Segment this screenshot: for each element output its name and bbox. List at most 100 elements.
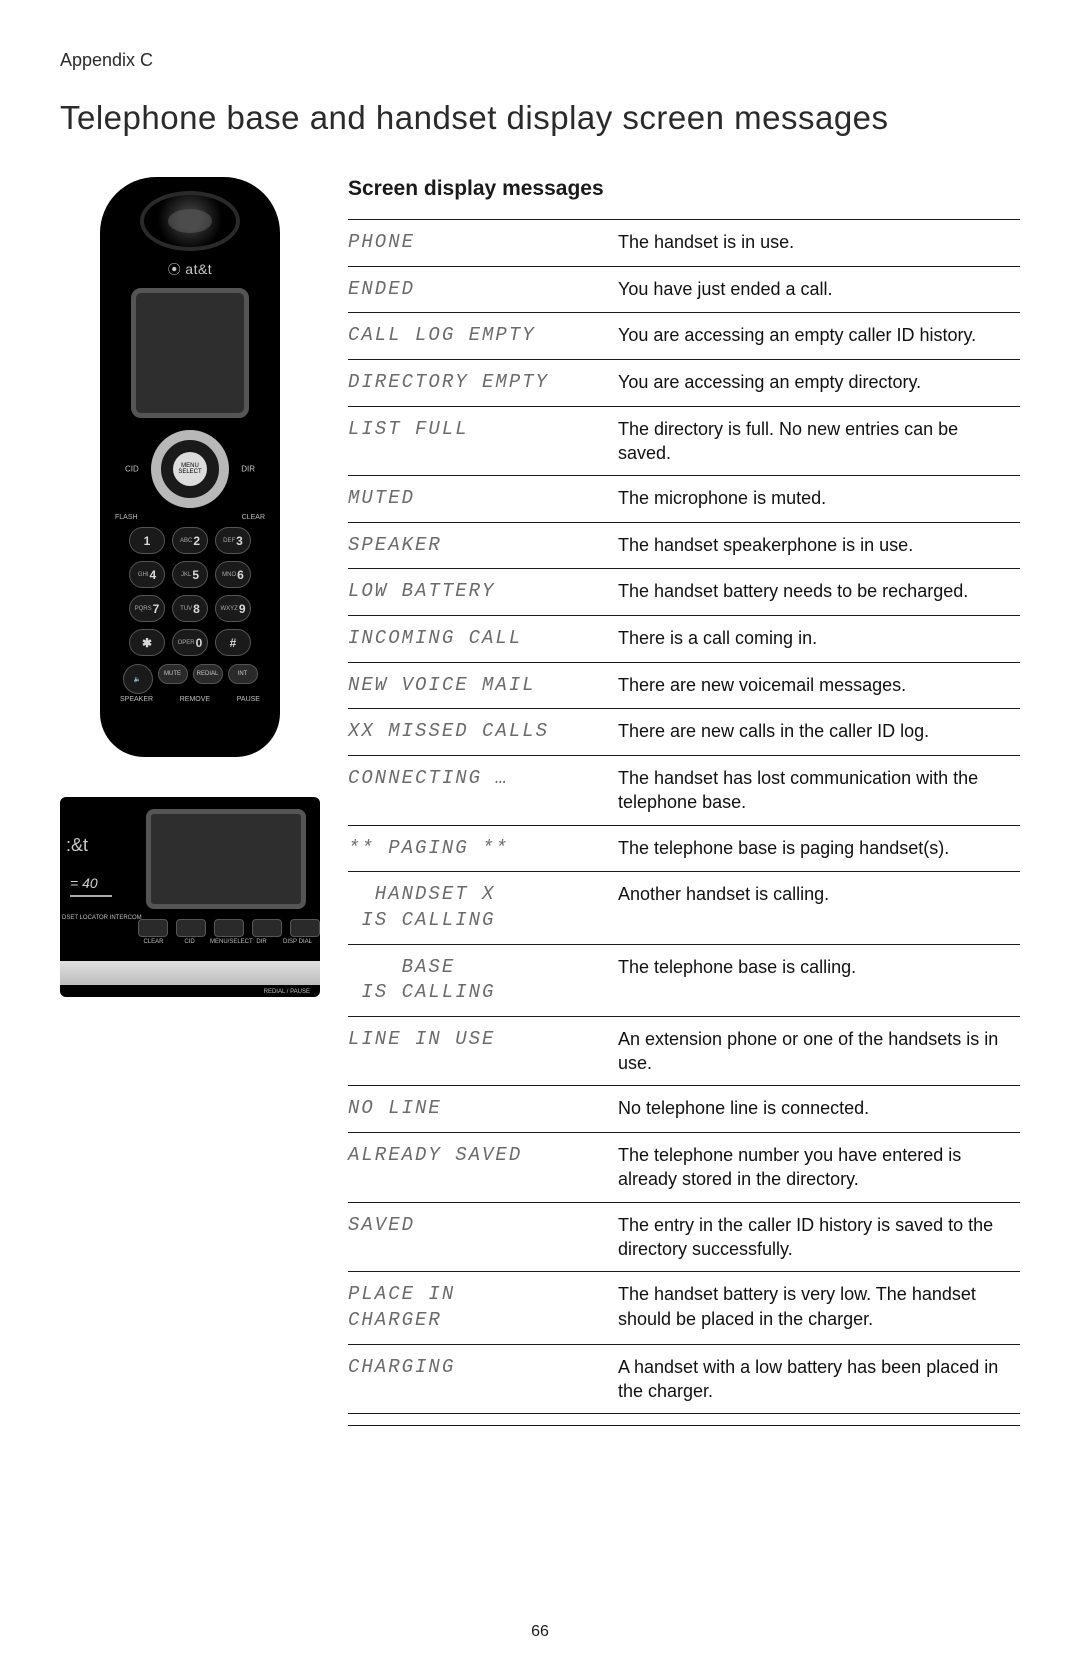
message-code: ENDED — [348, 266, 618, 313]
message-code: ALREADY SAVED — [348, 1133, 618, 1203]
label-flash: FLASH — [115, 514, 138, 521]
message-description: The entry in the caller ID history is sa… — [618, 1202, 1020, 1272]
message-code: BASE IS CALLING — [348, 944, 618, 1016]
earpiece-icon — [140, 191, 240, 251]
key-2: ABC2 — [172, 527, 208, 554]
message-code: CALL LOG EMPTY — [348, 313, 618, 360]
message-description: The handset has lost communication with … — [618, 756, 1020, 826]
table-row: DIRECTORY EMPTYYou are accessing an empt… — [348, 359, 1020, 406]
key-6: MNO6 — [215, 561, 251, 588]
table-row: HANDSET X IS CALLINGAnother handset is c… — [348, 872, 1020, 944]
key-9: WXYZ9 — [215, 595, 251, 622]
base-illustration: :&t = 40 DSET LOCATOR INTERCOM CLEARCIDM… — [60, 797, 320, 997]
key-✱: ✱ — [129, 629, 165, 656]
redial-button: REDIAL — [193, 664, 223, 684]
table-row: NO LINENo telephone line is connected. — [348, 1086, 1020, 1133]
key-0: OPER0 — [172, 629, 208, 656]
mute-button: MUTE — [158, 664, 188, 684]
content-row: at&t CID MENU SELECT DIR FLASH CLEAR 1AB… — [60, 177, 1020, 1426]
message-code: LINE IN USE — [348, 1016, 618, 1086]
message-description: No telephone line is connected. — [618, 1086, 1020, 1133]
base-label: DIR — [246, 939, 277, 945]
table-row: ENDEDYou have just ended a call. — [348, 266, 1020, 313]
key-4: GHI4 — [129, 561, 165, 588]
key-1: 1 — [129, 527, 165, 554]
table-row: NEW VOICE MAILThere are new voicemail me… — [348, 662, 1020, 709]
table-row: LOW BATTERYThe handset battery needs to … — [348, 569, 1020, 616]
table-row: PLACE IN CHARGERThe handset battery is v… — [348, 1272, 1020, 1344]
message-description: You are accessing an empty caller ID his… — [618, 313, 1020, 360]
base-button-row — [138, 919, 320, 937]
message-description: The telephone base is calling. — [618, 944, 1020, 1016]
message-code: CHARGING — [348, 1344, 618, 1414]
key-8: TUV8 — [172, 595, 208, 622]
table-row: SAVEDThe entry in the caller ID history … — [348, 1202, 1020, 1272]
message-description: There is a call coming in. — [618, 616, 1020, 663]
message-description: You are accessing an empty directory. — [618, 359, 1020, 406]
message-code: ** PAGING ** — [348, 825, 618, 872]
message-description: The handset is in use. — [618, 220, 1020, 267]
function-row: 🔈 MUTE REDIAL INT — [123, 664, 258, 694]
base-label-row: CLEARCIDMENU/SELECTDIRDISP DIAL — [138, 939, 313, 945]
table-row: CONNECTING …The handset has lost communi… — [348, 756, 1020, 826]
label-remove: REMOVE — [180, 696, 210, 703]
message-code: SAVED — [348, 1202, 618, 1272]
base-msg-count: = 40 — [70, 875, 112, 897]
message-code: CONNECTING … — [348, 756, 618, 826]
key-7: PQRS7 — [129, 595, 165, 622]
message-code: LIST FULL — [348, 406, 618, 476]
table-row: ALREADY SAVEDThe telephone number you ha… — [348, 1133, 1020, 1203]
base-label: DISP DIAL — [282, 939, 313, 945]
bottom-labels: SPEAKER REMOVE PAUSE — [120, 696, 260, 703]
key-5: JKL5 — [172, 561, 208, 588]
table-row: ** PAGING **The telephone base is paging… — [348, 825, 1020, 872]
base-footer-label: REDIAL / PAUSE — [264, 989, 310, 995]
base-btn-dir — [252, 919, 282, 937]
message-description: There are new voicemail messages. — [618, 662, 1020, 709]
keypad: 1 ABC2 DEF3 GHI4 JKL5 MNO6 PQRS7 TUV8 WXYZ9 ✱ OPER… — [129, 527, 251, 656]
message-description: There are new calls in the caller ID log… — [618, 709, 1020, 756]
message-description: A handset with a low battery has been pl… — [618, 1344, 1020, 1414]
message-code: SPEAKER — [348, 522, 618, 569]
messages-table: PHONEThe handset is in use.ENDEDYou have… — [348, 219, 1020, 1426]
key-#: # — [215, 629, 251, 656]
key-3: DEF3 — [215, 527, 251, 554]
base-label: CLEAR — [138, 939, 169, 945]
table-row: LIST FULLThe directory is full. No new e… — [348, 406, 1020, 476]
nav-cluster: CID MENU SELECT DIR — [125, 428, 255, 510]
message-code: XX MISSED CALLS — [348, 709, 618, 756]
int-button: INT — [228, 664, 258, 684]
table-row: LINE IN USEAn extension phone or one of … — [348, 1016, 1020, 1086]
table-row: MUTEDThe microphone is muted. — [348, 476, 1020, 523]
nav-menu-select-button: MENU SELECT — [173, 452, 207, 486]
message-description: Another handset is calling. — [618, 872, 1020, 944]
table-row — [348, 1414, 1020, 1426]
table-row: BASE IS CALLINGThe telephone base is cal… — [348, 944, 1020, 1016]
base-btn-cid — [176, 919, 206, 937]
strip-labels: FLASH CLEAR — [115, 514, 265, 521]
message-description: You have just ended a call. — [618, 266, 1020, 313]
speaker-button-icon: 🔈 — [123, 664, 153, 694]
right-column: Screen display messages PHONEThe handset… — [348, 177, 1020, 1426]
base-brand: :&t — [66, 835, 88, 856]
message-code: NEW VOICE MAIL — [348, 662, 618, 709]
handset-illustration: at&t CID MENU SELECT DIR FLASH CLEAR 1AB… — [100, 177, 280, 757]
message-code: INCOMING CALL — [348, 616, 618, 663]
table-row: XX MISSED CALLSThere are new calls in th… — [348, 709, 1020, 756]
message-description: An extension phone or one of the handset… — [618, 1016, 1020, 1086]
table-row: CHARGINGA handset with a low battery has… — [348, 1344, 1020, 1414]
message-description: The telephone base is paging handset(s). — [618, 825, 1020, 872]
base-left-label: DSET LOCATOR INTERCOM — [62, 915, 142, 922]
base-label: CID — [174, 939, 205, 945]
message-code: PLACE IN CHARGER — [348, 1272, 618, 1344]
table-row: CALL LOG EMPTYYou are accessing an empty… — [348, 313, 1020, 360]
message-code: PHONE — [348, 220, 618, 267]
section-heading: Screen display messages — [348, 177, 1020, 201]
page-title: Telephone base and handset display scree… — [60, 99, 1020, 137]
message-code: LOW BATTERY — [348, 569, 618, 616]
page-number: 66 — [531, 1623, 549, 1641]
appendix-label: Appendix C — [60, 50, 1020, 71]
base-btn-disp-dial — [290, 919, 320, 937]
base-screen-icon — [146, 809, 306, 909]
nav-cid-label: CID — [125, 465, 139, 474]
